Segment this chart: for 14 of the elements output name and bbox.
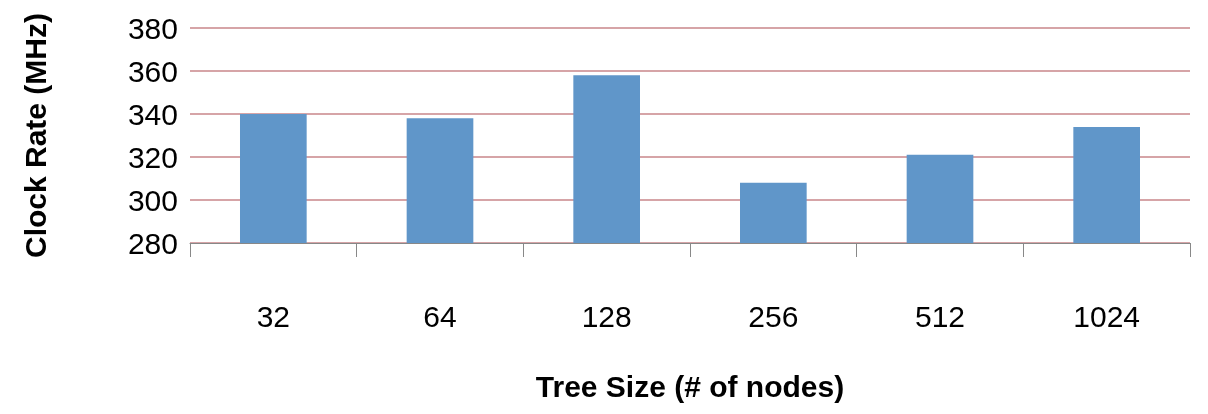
x-tick-label: 128 — [581, 299, 632, 333]
y-tick-label: 280 — [127, 226, 178, 260]
x-tick-label: 64 — [423, 299, 457, 333]
y-axis-title: Clock Rate (MHz) — [18, 12, 52, 259]
y-tick-label: 380 — [127, 11, 178, 45]
x-tick-label: 256 — [748, 299, 799, 333]
y-tick-label: 320 — [127, 140, 178, 174]
y-tick-label: 300 — [127, 183, 178, 217]
x-tick-label: 1024 — [1073, 299, 1141, 333]
y-tick-label: 360 — [127, 54, 178, 88]
x-tick-label: 32 — [256, 299, 291, 333]
y-tick-label: 340 — [127, 97, 178, 131]
x-axis-title: Tree Size (# of nodes) — [535, 369, 845, 403]
x-tick-label: 512 — [914, 299, 966, 333]
